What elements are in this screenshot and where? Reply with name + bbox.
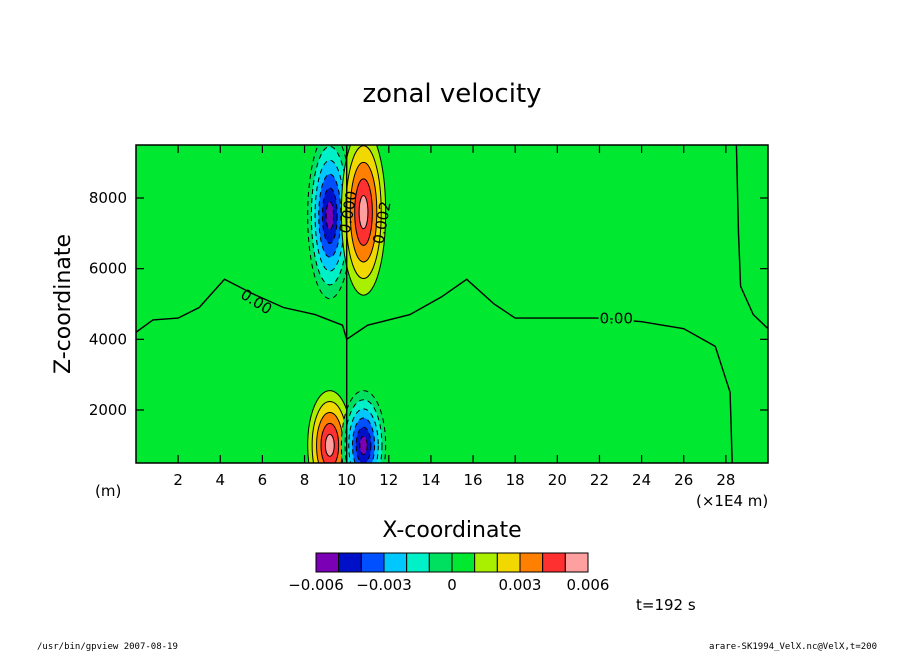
- x-tick-label: 22: [590, 471, 609, 489]
- chart-title: zonal velocity: [362, 79, 541, 109]
- y-tick-label: 6000: [89, 260, 127, 278]
- footer-left: /usr/bin/gpview 2007-08-19: [37, 642, 178, 652]
- x-tick-label: 2: [173, 471, 183, 489]
- field-background: [136, 145, 768, 463]
- zero-contour-line: [735, 145, 768, 330]
- x-axis-label: X-coordinate: [382, 518, 521, 543]
- contour-label: 0.00: [600, 309, 633, 327]
- colorbar: −0.006 −0.003 0 0.003 0.006: [288, 552, 610, 594]
- x-tick-label: 12: [379, 471, 398, 489]
- colorbar-tick-label: 0: [447, 576, 457, 594]
- x-tick-label: 28: [716, 471, 735, 489]
- colorbar-swatch: [474, 552, 498, 573]
- x-unit-right: (×1E4 m): [696, 492, 768, 510]
- x-tick-label: 20: [548, 471, 567, 489]
- lower-positive-lobe-band: [324, 433, 335, 457]
- x-tick-label: 4: [215, 471, 225, 489]
- colorbar-swatch: [542, 552, 566, 573]
- colorbar-tick-label: −0.003: [356, 576, 412, 594]
- y-axis-label: Z-coordinate: [51, 234, 76, 374]
- upper-positive-lobe-band: [358, 195, 369, 230]
- field-lobes: [136, 145, 768, 463]
- upper-negative-lobe-band: [325, 201, 334, 231]
- colorbar-swatch: [564, 552, 589, 573]
- y-tick-label: 2000: [89, 401, 127, 419]
- x-tick-label: 14: [421, 471, 440, 489]
- lower-negative-lobe-band: [359, 435, 368, 455]
- colorbar-swatch: [519, 552, 544, 573]
- colorbar-swatch: [406, 552, 430, 573]
- colorbar-tick-label: −0.006: [288, 576, 344, 594]
- x-tick-label: 24: [632, 471, 651, 489]
- x-unit-left: (m): [95, 482, 121, 500]
- colorbar-swatch: [360, 552, 385, 573]
- x-tick-label: 6: [258, 471, 268, 489]
- x-tick-label: 26: [674, 471, 693, 489]
- x-tick-label: 18: [506, 471, 525, 489]
- colorbar-swatch: [315, 552, 340, 573]
- zero-contour-line: [346, 278, 733, 463]
- zero-contour-line: [136, 278, 348, 340]
- time-label: t=192 s: [636, 596, 696, 614]
- plot-frame: [135, 144, 769, 464]
- colorbar-swatch: [496, 552, 521, 573]
- colorbar-swatch: [451, 552, 476, 573]
- colorbar-swatch: [428, 552, 453, 573]
- y-tick-label: 4000: [89, 330, 127, 348]
- colorbar-tick-label: 0.003: [499, 576, 542, 594]
- x-tick-label: 8: [300, 471, 310, 489]
- colorbar-swatch: [338, 552, 362, 573]
- x-tick-label: 16: [464, 471, 483, 489]
- footer-right: arare-SK1994_VelX.nc@VelX,t=200: [709, 642, 877, 652]
- x-tick-label: 10: [337, 471, 356, 489]
- colorbar-tick-label: 0.006: [567, 576, 610, 594]
- y-tick-label: 8000: [89, 189, 127, 207]
- colorbar-swatch: [383, 552, 408, 573]
